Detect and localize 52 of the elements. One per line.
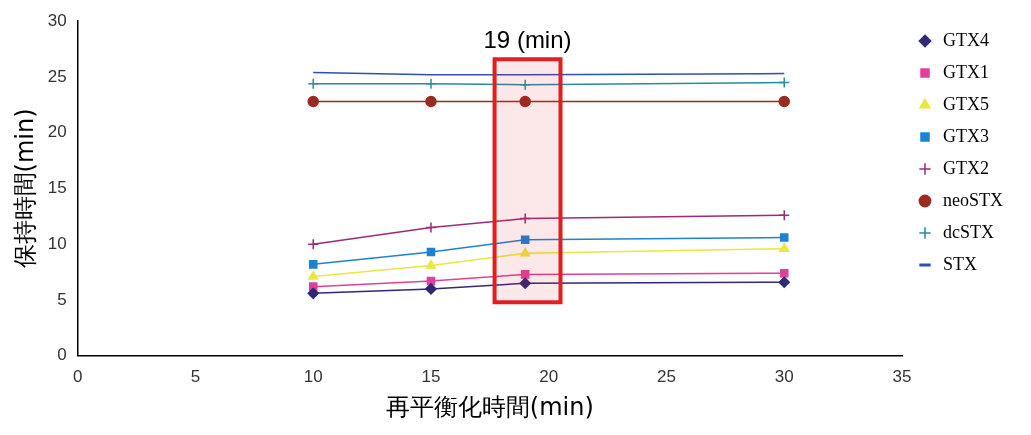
x-axis-title: 再平衡化時間(min) <box>385 392 594 421</box>
legend-label: GTX4 <box>943 29 990 50</box>
point <box>426 247 436 257</box>
x-tick-label: 20 <box>539 366 559 386</box>
point <box>779 233 789 242</box>
point <box>779 268 789 278</box>
x-tick-label: 30 <box>774 366 794 386</box>
point <box>519 79 531 91</box>
point <box>520 270 530 279</box>
point <box>308 260 318 269</box>
legend-label: GTX1 <box>943 61 990 82</box>
legend-label: neoSTX <box>943 189 1004 210</box>
legend-label: dcSTX <box>943 221 995 242</box>
x-tick-label: 0 <box>72 366 83 386</box>
point <box>519 212 531 225</box>
y-tick-label: 25 <box>47 66 67 86</box>
legend-label: GTX2 <box>943 157 990 178</box>
point <box>307 77 319 90</box>
point <box>779 242 790 252</box>
y-tick-label: 0 <box>57 345 67 365</box>
x-tick-label: 15 <box>421 366 441 386</box>
legend-label: GTX3 <box>943 125 990 146</box>
point <box>307 287 319 300</box>
x-tick-label: 35 <box>892 366 912 386</box>
x-tick-label: 5 <box>190 366 201 386</box>
y-tick-label: 10 <box>47 233 67 253</box>
point <box>778 276 790 288</box>
point <box>307 238 319 251</box>
band-label: 19 (min) <box>483 25 572 53</box>
point <box>519 95 531 108</box>
point <box>307 95 319 108</box>
point <box>425 77 437 90</box>
point <box>778 209 790 222</box>
y-tick-label: 30 <box>47 10 67 30</box>
x-tick-label: 10 <box>303 366 323 386</box>
x-tick-label: 25 <box>657 366 676 386</box>
legend-label: GTX5 <box>943 93 990 114</box>
point <box>778 95 790 108</box>
point <box>425 259 437 269</box>
point <box>425 283 437 295</box>
point <box>425 95 437 108</box>
y-tick-label: 15 <box>47 178 67 198</box>
point <box>425 221 437 234</box>
point <box>520 235 530 245</box>
point <box>520 247 531 257</box>
point <box>308 270 319 280</box>
point <box>778 76 790 89</box>
point <box>519 277 531 290</box>
y-tick-label: 5 <box>57 289 67 309</box>
y-axis-title: 保持時間(min) <box>10 108 39 269</box>
y-tick-label: 20 <box>47 122 67 142</box>
legend-label: STX <box>943 253 978 274</box>
